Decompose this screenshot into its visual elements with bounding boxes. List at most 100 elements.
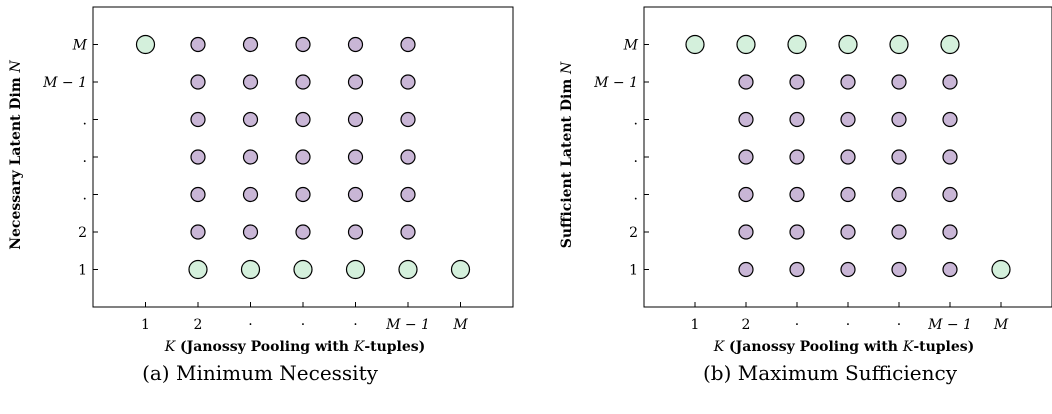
data-point xyxy=(347,74,364,90)
highlight-point xyxy=(450,259,471,280)
highlight-point xyxy=(736,34,756,55)
highlight-point xyxy=(889,34,909,55)
data-point xyxy=(891,149,907,165)
y-axis-label-part: N xyxy=(559,61,575,75)
data-point xyxy=(347,186,364,203)
x-tick-label: · xyxy=(795,317,799,333)
y-tick-label: M xyxy=(623,38,639,54)
data-point xyxy=(891,186,907,203)
data-point xyxy=(190,74,206,90)
x-axis-label: K (Janossy Pooling with K-tuples) xyxy=(164,339,426,355)
data-point xyxy=(347,36,364,53)
x-tick-label: · xyxy=(353,317,357,333)
highlight-point xyxy=(188,259,208,280)
figure-caption: (b) Maximum Sufficiency xyxy=(703,361,958,385)
data-point xyxy=(242,74,259,90)
x-tick-label: 2 xyxy=(742,317,751,333)
data-point xyxy=(891,74,907,90)
data-point xyxy=(789,261,805,278)
data-point xyxy=(295,224,311,240)
x-axis-label-part: (Janossy Pooling with xyxy=(175,339,354,355)
y-axis-label: Necessary Latent Dim N xyxy=(8,59,24,249)
data-point xyxy=(789,149,805,165)
x-tick-label: 1 xyxy=(141,317,150,333)
data-point xyxy=(942,149,958,165)
data-point xyxy=(840,186,856,203)
data-point xyxy=(242,224,259,240)
y-tick-label: . xyxy=(634,113,638,129)
data-point xyxy=(400,111,416,128)
data-point xyxy=(840,111,856,128)
data-point xyxy=(295,111,311,128)
highlight-point xyxy=(838,34,858,55)
x-tick-label: · xyxy=(248,317,252,333)
data-point xyxy=(190,111,206,128)
x-axis-label-part: K xyxy=(713,339,726,355)
data-point xyxy=(400,149,416,165)
chart-panel-1: 1 2 · · · M − 1 M 1 2... M − 1 M K (Janossy Pooling… xyxy=(8,6,514,385)
data-point xyxy=(942,74,958,90)
data-point xyxy=(840,149,856,165)
data-point xyxy=(400,36,416,53)
data-point xyxy=(840,224,856,240)
x-tick-label: 1 xyxy=(691,317,700,333)
y-tick-label: 1 xyxy=(78,263,87,279)
data-point xyxy=(789,186,805,203)
data-point xyxy=(347,149,364,165)
x-axis-label-part: K xyxy=(353,339,366,355)
highlight-point xyxy=(240,259,261,280)
highlight-point xyxy=(293,259,313,280)
highlight-point xyxy=(787,34,807,55)
y-axis-label-part: Necessary Latent Dim xyxy=(8,72,24,249)
data-point xyxy=(891,261,907,278)
x-tick-label: M xyxy=(452,317,468,333)
data-point xyxy=(190,186,206,203)
data-point xyxy=(942,111,958,128)
data-point xyxy=(738,149,754,165)
data-point xyxy=(242,149,259,165)
y-axis-label: Sufficient Latent Dim N xyxy=(559,61,575,248)
data-point xyxy=(891,111,907,128)
data-point xyxy=(738,261,754,278)
highlight-point xyxy=(991,259,1011,280)
x-tick-label: 2 xyxy=(194,317,203,333)
data-point xyxy=(295,36,311,53)
data-point xyxy=(295,186,311,203)
y-axis-label-part: Sufficient Latent Dim xyxy=(559,74,575,248)
x-tick-label: M − 1 xyxy=(385,317,430,333)
data-point xyxy=(295,74,311,90)
x-tick-label: · xyxy=(301,317,305,333)
data-point xyxy=(242,111,259,128)
highlight-point xyxy=(398,259,418,280)
x-tick-label: M − 1 xyxy=(927,317,972,333)
y-tick-label: . xyxy=(634,150,638,166)
data-point xyxy=(840,74,856,90)
data-point xyxy=(295,149,311,165)
y-tick-label: M − 1 xyxy=(42,75,87,91)
highlight-point xyxy=(135,34,156,55)
highlight-point xyxy=(345,259,366,280)
y-tick-label: . xyxy=(83,113,87,129)
x-axis-label-part: -tuples) xyxy=(364,339,425,355)
data-point xyxy=(738,186,754,203)
data-point xyxy=(400,74,416,90)
x-axis-label-part: -tuples) xyxy=(913,339,974,355)
data-point xyxy=(942,186,958,203)
x-axis-label: K (Janossy Pooling with K-tuples) xyxy=(713,339,975,355)
data-point xyxy=(400,186,416,203)
y-tick-label: 1 xyxy=(629,263,638,279)
x-tick-label: · xyxy=(846,317,850,333)
data-point xyxy=(789,74,805,90)
y-tick-label: . xyxy=(83,150,87,166)
y-tick-label: . xyxy=(83,188,87,204)
x-axis-label-part: K xyxy=(164,339,177,355)
chart-panel-2: 1 2 · · · M − 1 M 1 2... M − 1 M K (Janossy Pooling… xyxy=(559,6,1052,385)
data-point xyxy=(789,224,805,240)
data-point xyxy=(347,224,364,240)
data-point xyxy=(738,111,754,128)
highlight-point xyxy=(940,34,960,55)
y-tick-label: . xyxy=(634,188,638,204)
data-point xyxy=(942,224,958,240)
highlight-point xyxy=(685,34,705,55)
